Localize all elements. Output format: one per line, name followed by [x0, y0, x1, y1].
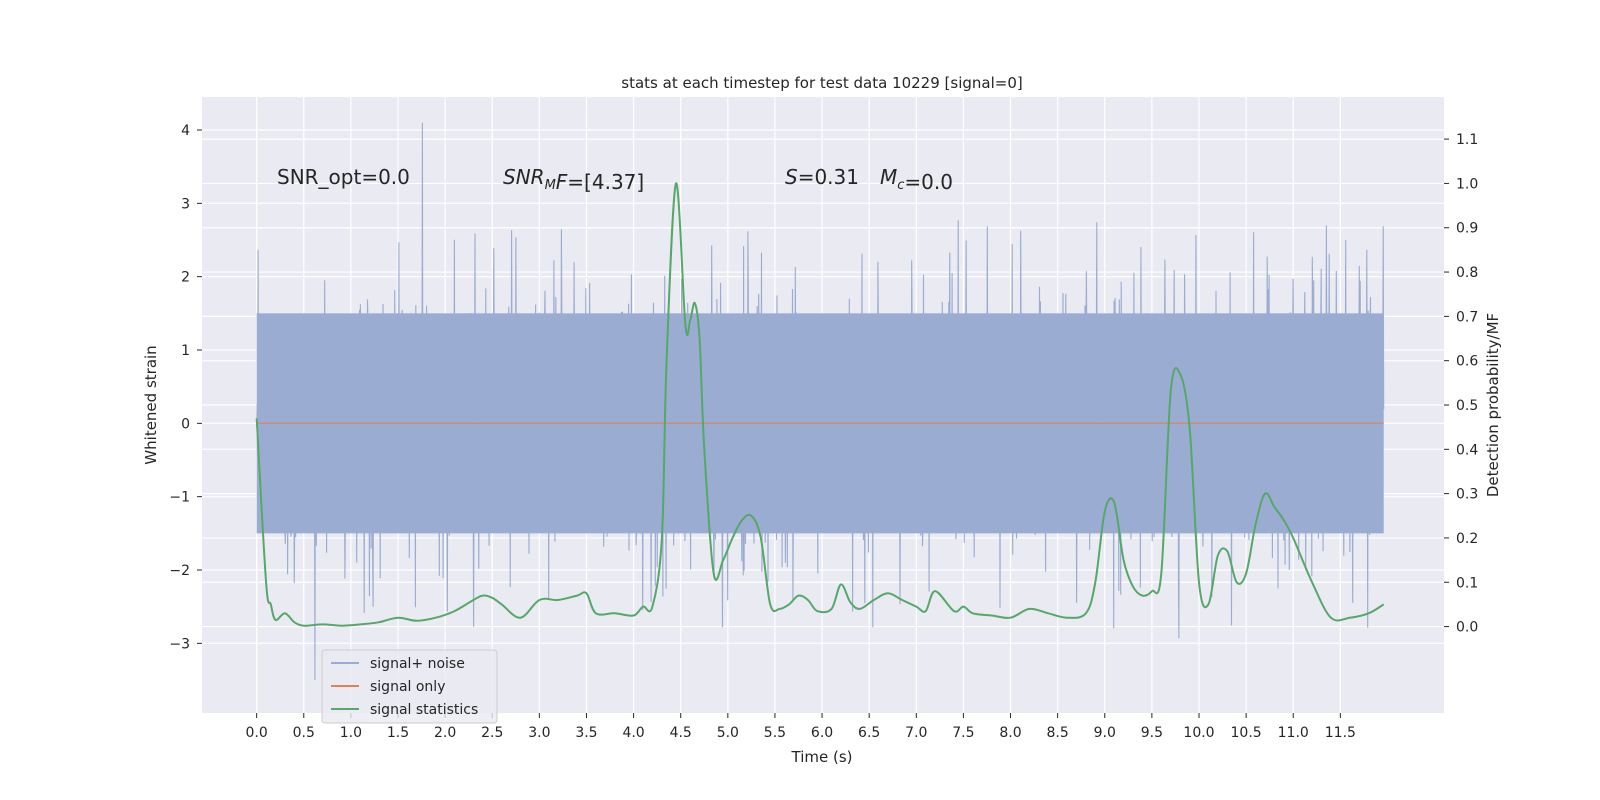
y2-tick-label: 0.5 [1456, 398, 1478, 414]
legend-entry: signal+ noise [370, 656, 465, 672]
y-tick-label: −3 [169, 636, 190, 652]
x-tick-label: 4.5 [670, 725, 692, 741]
signal-statistics-line [255, 182, 1385, 627]
noise-trace [256, 122, 1385, 681]
y-tick-label: −2 [169, 563, 190, 579]
y2-tick-label: 0.9 [1456, 221, 1478, 237]
y-axis-label: Whitened strain [142, 345, 160, 464]
x-tick-label: 9.5 [1141, 725, 1163, 741]
x-tick-label: 3.5 [575, 725, 597, 741]
y-tick-label: 0 [181, 416, 190, 432]
legend-entry: signal only [370, 679, 445, 695]
annotation: Mc=0.0 [880, 165, 953, 194]
x-tick-label: 6.5 [858, 725, 880, 741]
x-tick-label: 5.0 [717, 725, 739, 741]
x-tick-label: 4.0 [622, 725, 644, 741]
x-tick-label: 1.0 [340, 725, 362, 741]
y-tick-label: 2 [181, 270, 190, 286]
y2-tick-label: 0.2 [1456, 531, 1478, 547]
x-tick-label: 0.0 [246, 725, 268, 741]
y2-axis-label: Detection probability/MF [1484, 313, 1502, 497]
y2-tick-label: 1.0 [1456, 176, 1478, 192]
annotation: SNR_opt=0.0 [277, 165, 410, 189]
annotation: SNRMF=[4.37] [503, 165, 644, 194]
y2-tick-label: 0.7 [1456, 309, 1478, 325]
y-tick-label: −1 [169, 490, 190, 506]
annotation: S=0.31 [785, 165, 859, 189]
x-tick-label: 10.5 [1231, 725, 1262, 741]
x-tick-label: 7.5 [952, 725, 974, 741]
x-tick-label: 11.0 [1278, 725, 1309, 741]
y-tick-label: 4 [181, 123, 190, 139]
y2-tick-label: 1.1 [1456, 132, 1478, 148]
x-tick-label: 0.5 [293, 725, 315, 741]
series-signal-statistics [255, 182, 1385, 627]
x-tick-label: 11.5 [1325, 725, 1356, 741]
x-axis-label: Time (s) [791, 748, 853, 766]
y2-tick-label: 0.8 [1456, 265, 1478, 281]
x-tick-label: 9.0 [1094, 725, 1116, 741]
axes: 0.0 0.5 1.0 1.5 2.0 2.5 3.0 3.5 4.0 4.5 5.0 5.5 6.0 6… [169, 123, 1478, 741]
y-tick-label: 3 [181, 196, 190, 212]
annotations: SNR_opt=0.0 SNRMF=[4.37] S=0.31 Mc=0.0 [277, 165, 953, 194]
x-tick-label: 2.5 [481, 725, 503, 741]
y-tick-label: 1 [181, 343, 190, 359]
y2-tick-label: 0.3 [1456, 487, 1478, 503]
x-tick-label: 6.0 [811, 725, 833, 741]
legend-box [321, 649, 498, 724]
legend: signal+ noise signal only signal statistic… [321, 649, 498, 724]
y2-tick-label: 0.6 [1456, 354, 1478, 370]
y2-tick-label: 0.4 [1456, 442, 1478, 458]
x-tick-label: 2.0 [434, 725, 456, 741]
x-tick-label: 7.0 [905, 725, 927, 741]
x-tick-label: 5.5 [764, 725, 786, 741]
x-tick-label: 10.0 [1183, 725, 1214, 741]
legend-entry: signal statistics [370, 702, 478, 718]
y2-tick-label: 0.0 [1456, 620, 1478, 636]
x-tick-label: 8.0 [999, 725, 1021, 741]
x-tick-label: 8.5 [1047, 725, 1069, 741]
x-tick-label: 1.5 [387, 725, 409, 741]
x-tick-label: 3.0 [528, 725, 550, 741]
chart-title: stats at each timestep for test data 102… [621, 74, 1022, 92]
y2-tick-label: 0.1 [1456, 575, 1478, 591]
